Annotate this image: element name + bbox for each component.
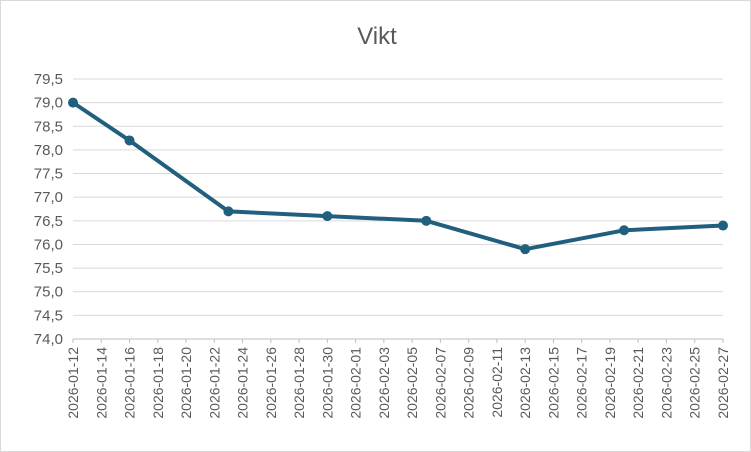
x-tick-label: 2026-02-17 [574,347,590,419]
y-tick-label: 75,0 [34,284,63,301]
y-tick-label: 74,0 [34,331,63,348]
y-tick-label: 77,5 [34,166,63,183]
x-tick-label: 2026-01-30 [319,347,335,419]
x-tick-label: 2026-01-16 [122,347,138,419]
x-tick-label: 2026-02-07 [432,347,448,419]
x-tick-label: 2026-01-20 [178,347,194,419]
gridlines [72,78,724,343]
series-line [71,100,725,252]
x-tick-label: 2026-02-19 [602,347,618,419]
data-point [322,211,333,222]
data-point [421,215,432,226]
x-tick-label: 2026-01-24 [235,347,251,419]
y-tick-label: 76,0 [34,236,63,253]
data-point [68,97,78,108]
x-tick-label: 2026-02-27 [715,347,731,419]
x-tick-label: 2026-02-25 [687,347,703,419]
y-axis-tick-labels: 74,0 74,5 75,0 75,5 76,0 76,5 77,0 77,5 78,0 78,5… [34,71,63,348]
y-tick-label: 74,5 [34,307,63,324]
data-point [718,220,728,231]
x-tick-label: 2026-02-21 [630,347,646,419]
y-tick-label: 76,5 [34,213,63,230]
y-tick-label: 78,0 [34,142,63,159]
y-tick-label: 79,5 [34,71,63,88]
x-tick-label: 2026-01-14 [93,347,109,419]
y-tick-label: 78,5 [34,118,63,135]
y-tick-label: 75,5 [34,260,63,277]
x-tick-label: 2026-02-03 [376,347,392,419]
data-point [124,135,135,146]
x-tick-label: 2026-01-12 [65,347,81,419]
series-weight [68,97,728,255]
chart-title: Vikt [357,23,397,50]
x-tick-label: 2026-02-11 [489,347,505,418]
y-tick-label: 77,0 [34,189,63,206]
x-tick-label: 2026-02-01 [348,347,364,419]
x-tick-label: 2026-01-26 [263,347,279,419]
x-tick-label: 2026-01-28 [291,347,307,419]
x-tick-label: 2026-02-23 [658,347,674,419]
data-point [223,206,234,217]
data-point [520,244,531,255]
x-tick-label: 2026-01-18 [150,347,166,419]
x-tick-label: 2026-02-13 [517,347,533,419]
data-point [619,225,630,236]
x-tick-label: 2026-01-22 [206,347,222,419]
x-axis-tick-labels: 2026-01-12 2026-01-14 2026-01-16 2026-01-18… [65,347,731,419]
x-tick-label: 2026-02-05 [404,347,420,419]
y-tick-label: 79,0 [34,95,63,112]
x-tick-label: 2026-02-15 [545,347,561,419]
x-tick-label: 2026-02-09 [461,347,477,419]
